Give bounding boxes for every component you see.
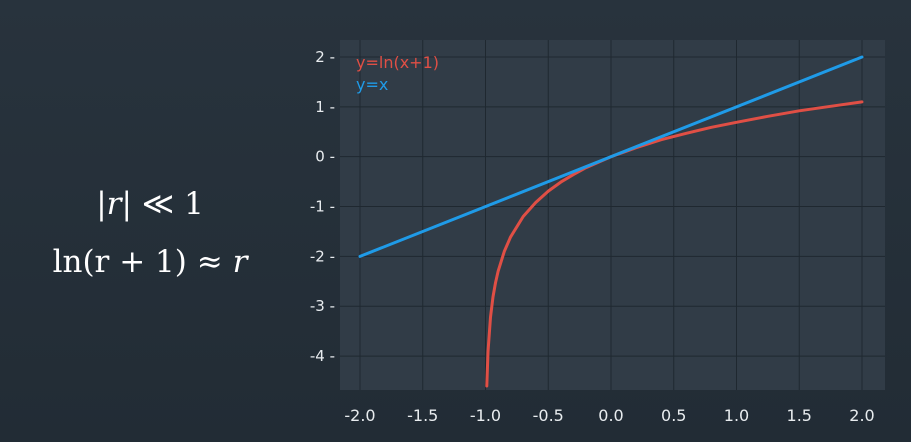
legend-entry: y=ln(x+1)	[356, 53, 439, 72]
y-tick-label: 0 -	[315, 148, 335, 166]
legend-entry: y=x	[356, 75, 388, 94]
series-line-identity	[358, 55, 864, 258]
abs-r-term: |r|	[96, 186, 132, 222]
x-tick-label: 2.0	[849, 406, 874, 425]
x-tick-label: 0.0	[598, 406, 623, 425]
legend: y=ln(x+1) y=x	[356, 53, 439, 94]
x-tick-label: 0.5	[661, 406, 686, 425]
series-line-ln	[485, 100, 864, 388]
grid	[340, 40, 885, 390]
x-tick-label: 1.0	[724, 406, 749, 425]
x-tick-label: -1.0	[470, 406, 501, 425]
y-tick-label: -3 -	[310, 297, 335, 315]
y-tick-label: 2 -	[315, 48, 335, 66]
x-tick-label: 1.5	[787, 406, 812, 425]
axis-ticks: -2.0 -1.5 -1.0 -0.5 0.0 0.5 1.0 1.5 2.0 2 - 1 - 0 -…	[310, 48, 875, 425]
r-term: r	[232, 244, 248, 280]
approximation-formula: ln(r + 1) ≈ r	[40, 244, 260, 280]
line-chart: -2.0 -1.5 -1.0 -0.5 0.0 0.5 1.0 1.5 2.0 2 - 1 - 0 -…	[310, 40, 885, 425]
approx-symbol: ≈	[196, 244, 223, 280]
y-tick-label: -1 -	[310, 198, 335, 216]
y-tick-label: -2 -	[310, 247, 335, 265]
much-less-than-symbol: ≪	[141, 186, 175, 222]
x-tick-label: -2.0	[344, 406, 375, 425]
log-term: ln(r + 1)	[52, 244, 187, 280]
y-tick-label: 1 -	[315, 98, 335, 116]
plot-area	[340, 40, 885, 390]
y-tick-label: -4 -	[310, 347, 335, 365]
x-tick-label: -1.5	[407, 406, 438, 425]
one-term: 1	[184, 186, 204, 222]
x-tick-label: -0.5	[533, 406, 564, 425]
condition-formula: |r| ≪ 1	[40, 186, 260, 222]
series-lines	[358, 55, 864, 388]
